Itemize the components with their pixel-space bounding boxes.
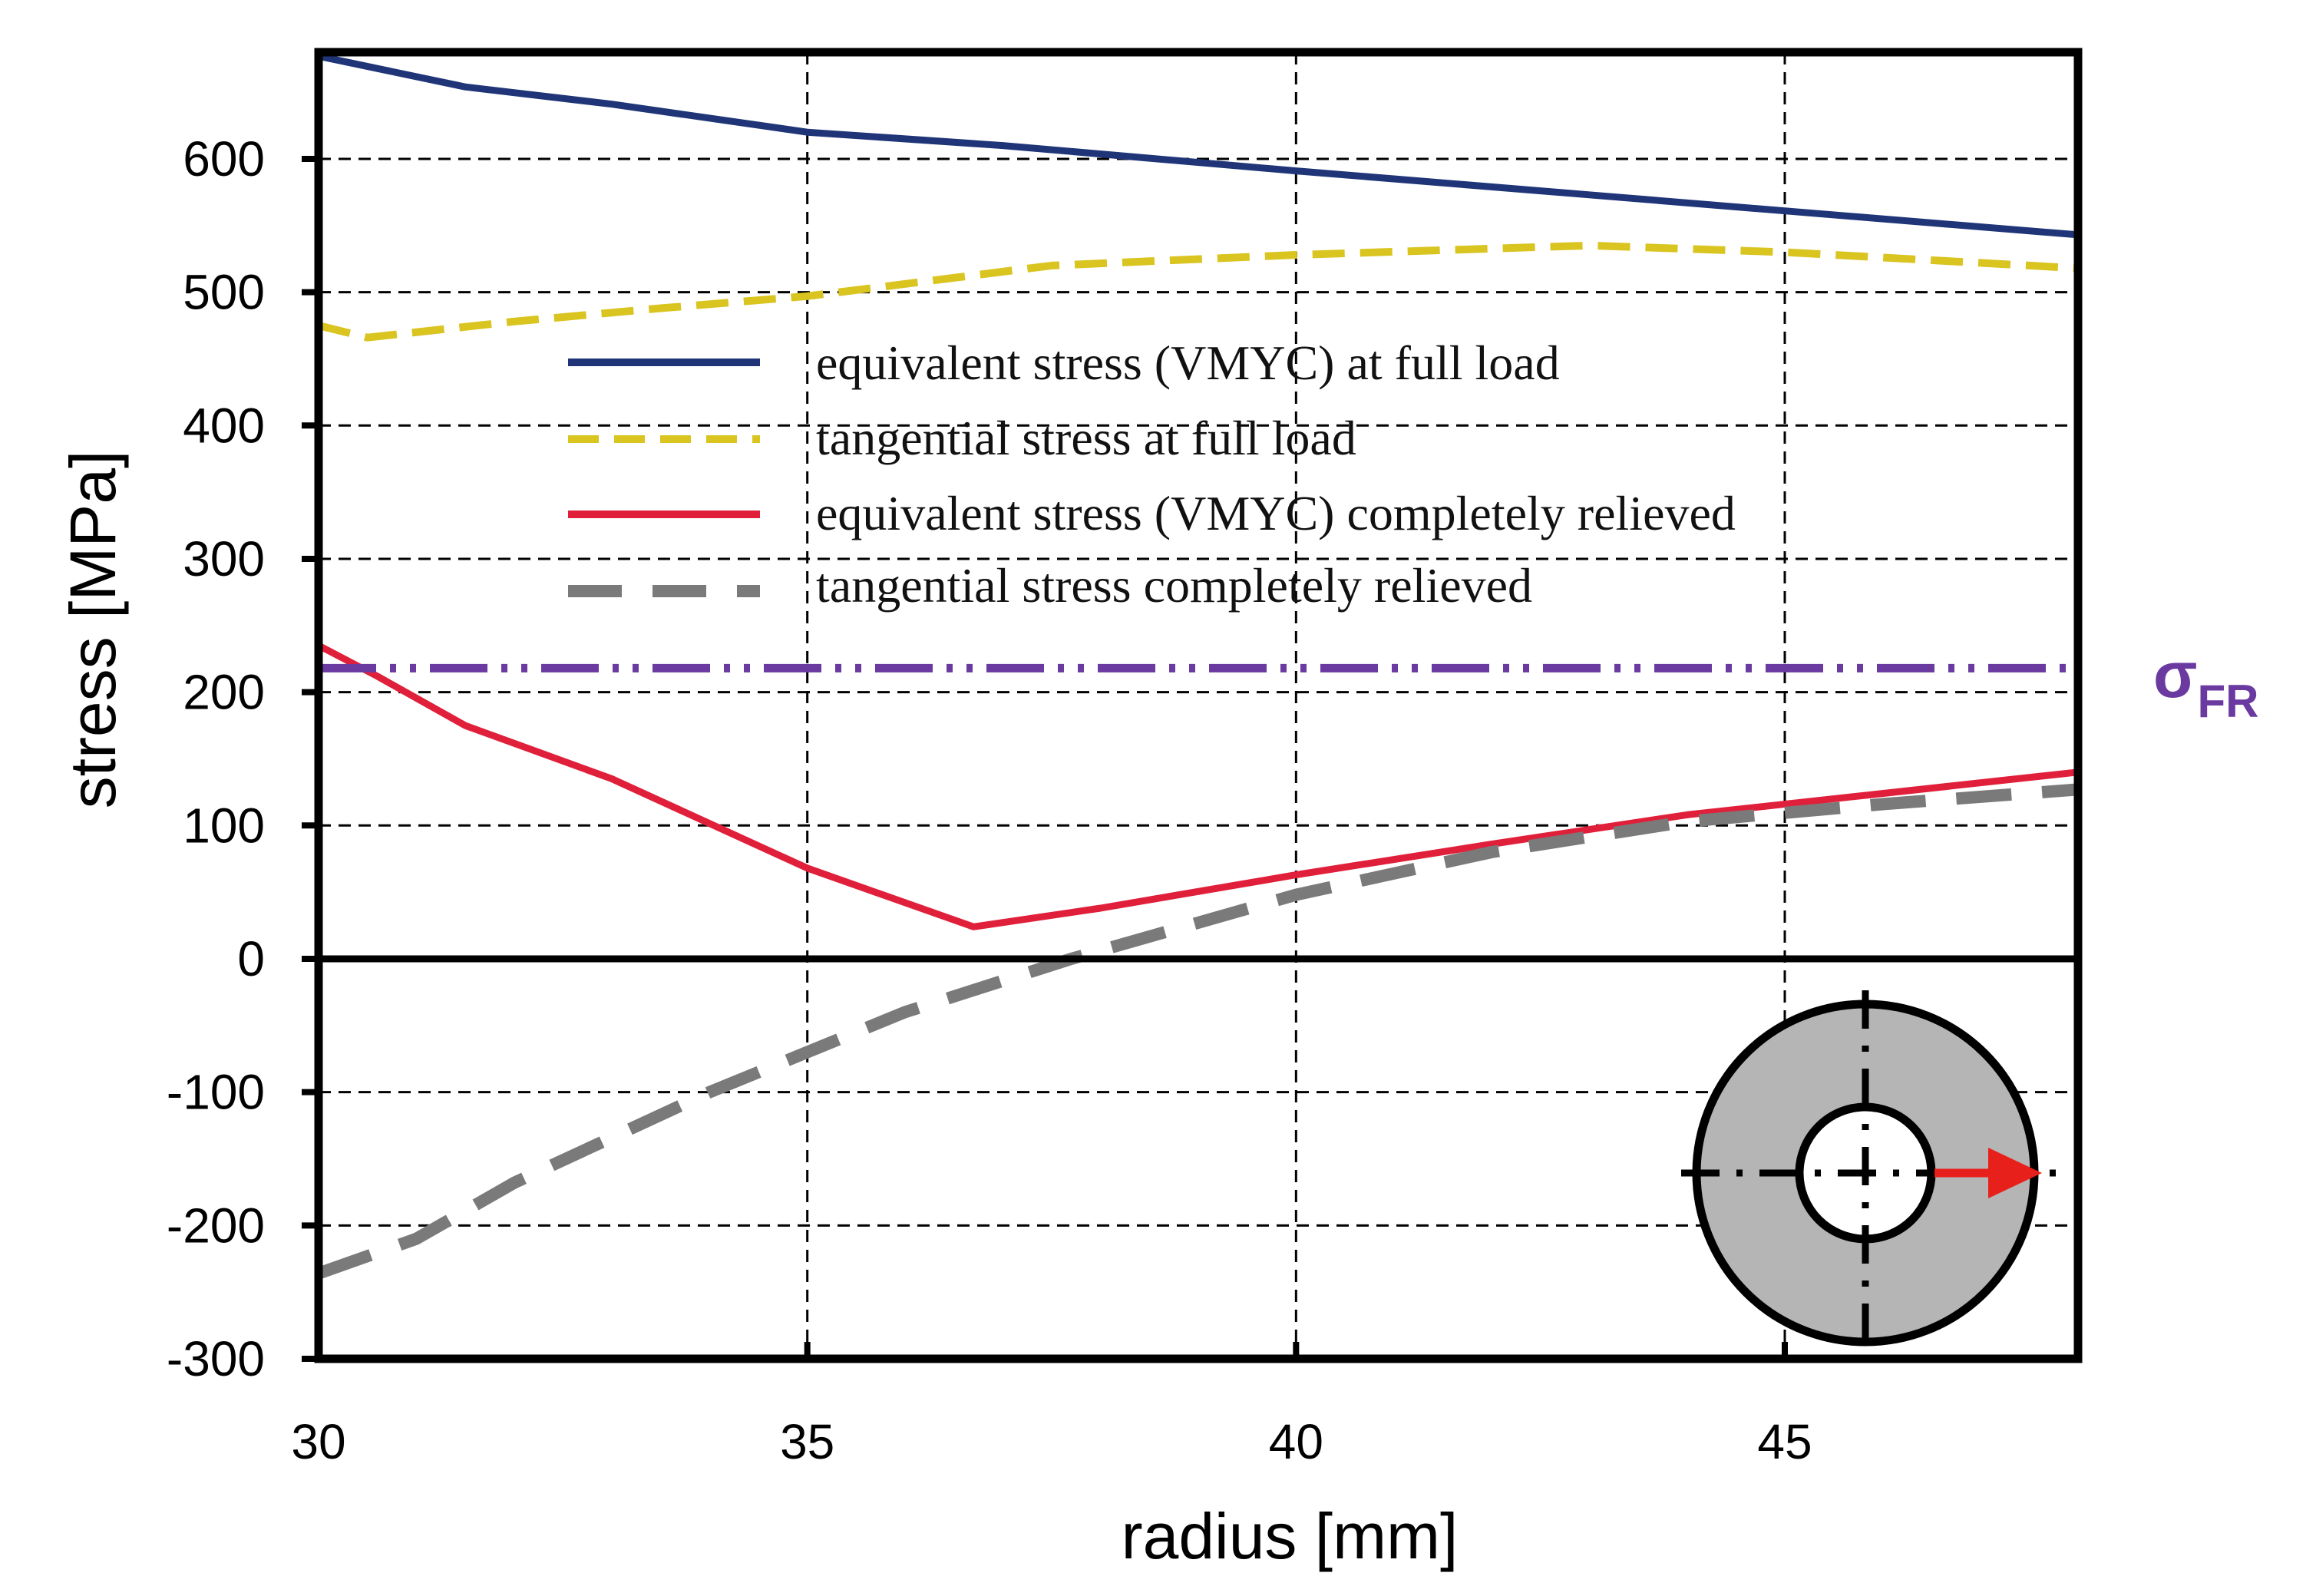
x-tick-label: 30 xyxy=(291,1414,345,1469)
legend: equivalent stress (VMYC) at full load ta… xyxy=(568,335,1736,613)
y-tick-label: 500 xyxy=(183,265,265,320)
y-tick-label: -200 xyxy=(167,1198,265,1253)
legend-label-1: tangential stress at full load xyxy=(816,411,1356,465)
y-tick-label: 100 xyxy=(183,798,265,853)
y-tick-label: 400 xyxy=(183,398,265,453)
annular-cross-section-with-radial-arrow-icon xyxy=(1681,990,2065,1363)
tick-labels: 30 35 40 45 -300 -200 -100 0 100 200 300 400 500 600 xyxy=(167,131,1812,1469)
legend-label-2: equivalent stress (VMYC) completely reli… xyxy=(816,486,1736,540)
legend-label-0: equivalent stress (VMYC) at full load xyxy=(816,335,1560,390)
sigma-symbol: σ xyxy=(2153,639,2197,711)
plot-frame xyxy=(314,48,2083,1363)
y-tick-label: 0 xyxy=(237,931,265,986)
x-tick-label: 45 xyxy=(1757,1414,1812,1469)
series-line-2 xyxy=(316,642,2079,930)
y-tick-label: 600 xyxy=(183,131,265,187)
x-tick-label: 35 xyxy=(780,1414,834,1469)
y-tick-label: 200 xyxy=(183,665,265,720)
x-axis-title: radius [mm] xyxy=(1122,1500,1459,1572)
sigma-subscript: FR xyxy=(2197,676,2258,727)
y-axis-title: stress [MPa] xyxy=(57,451,129,809)
y-tick-label: -100 xyxy=(167,1065,265,1120)
series-line-0 xyxy=(318,52,2079,239)
series-line-1 xyxy=(317,241,2079,342)
sigma-fr-label: σFR xyxy=(2153,639,2258,727)
y-tick-label: -300 xyxy=(167,1331,265,1386)
y-tick-label: 300 xyxy=(183,531,265,587)
legend-label-3: tangential stress completely relieved xyxy=(816,558,1532,613)
x-tick-label: 40 xyxy=(1269,1414,1323,1469)
radial-arrow-head xyxy=(1988,1148,2042,1198)
